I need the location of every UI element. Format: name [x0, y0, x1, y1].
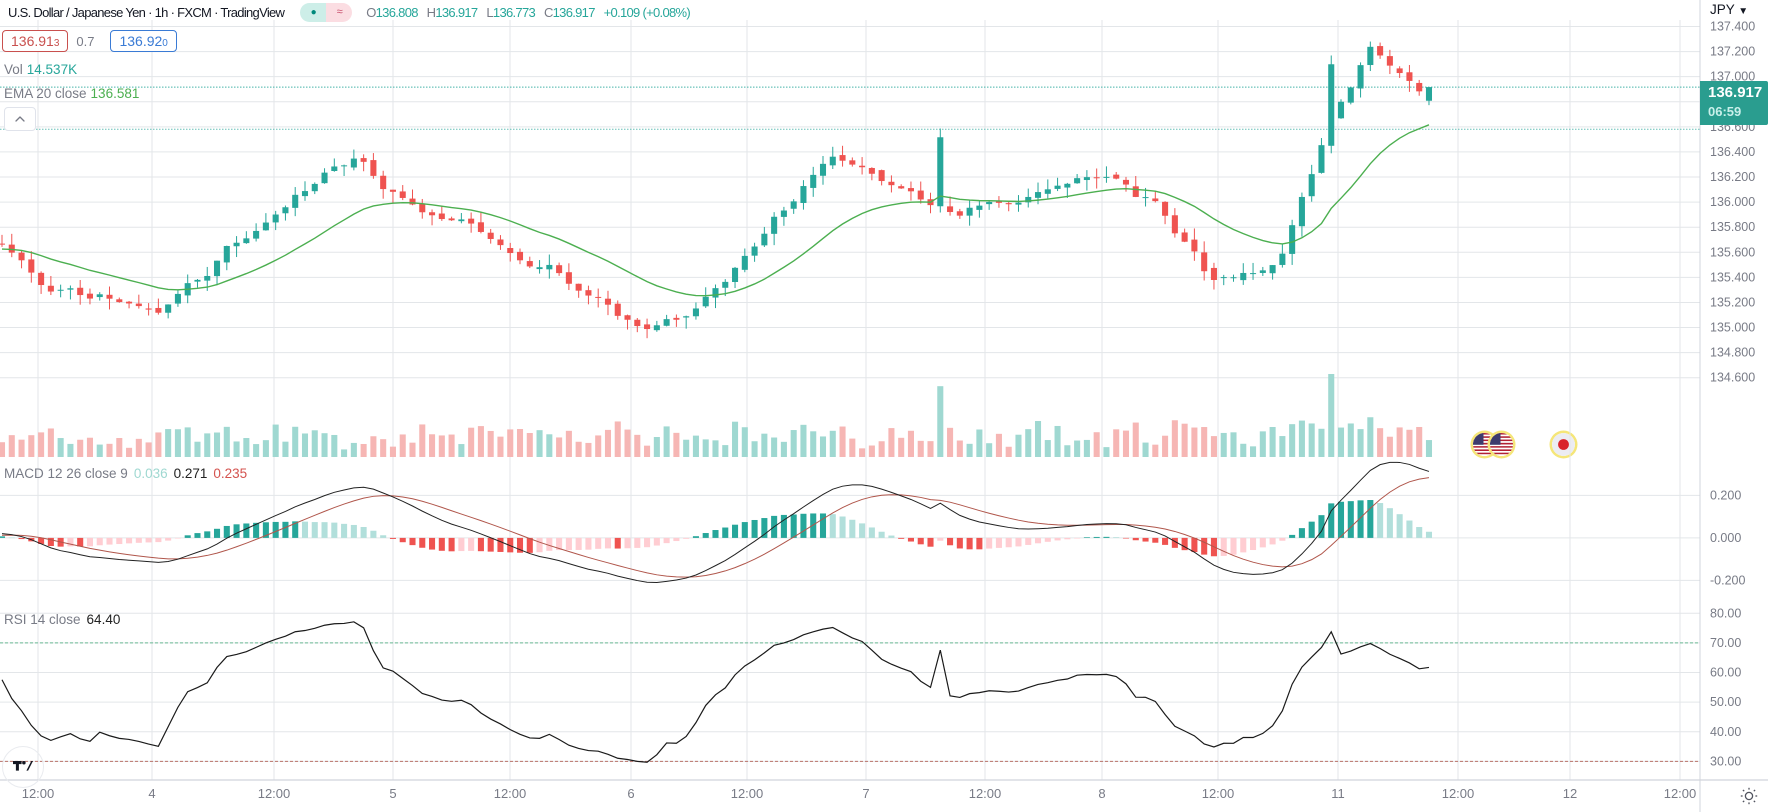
- svg-text:134.800: 134.800: [1710, 346, 1755, 360]
- svg-text:60.00: 60.00: [1710, 666, 1741, 680]
- svg-text:0.000: 0.000: [1710, 531, 1741, 545]
- svg-text:12:00: 12:00: [1202, 786, 1235, 801]
- svg-text:80.00: 80.00: [1710, 606, 1741, 620]
- svg-text:136.000: 136.000: [1710, 195, 1755, 209]
- svg-text:30.00: 30.00: [1710, 754, 1741, 768]
- svg-text:12:00: 12:00: [258, 786, 291, 801]
- svg-text:8: 8: [1098, 786, 1105, 801]
- svg-text:12: 12: [1563, 786, 1577, 801]
- svg-text:7: 7: [862, 786, 869, 801]
- svg-text:50.00: 50.00: [1710, 695, 1741, 709]
- svg-text:136.400: 136.400: [1710, 145, 1755, 159]
- svg-text:12:00: 12:00: [731, 786, 764, 801]
- svg-text:135.400: 135.400: [1710, 270, 1755, 284]
- svg-text:135.800: 135.800: [1710, 220, 1755, 234]
- svg-text:135.000: 135.000: [1710, 321, 1755, 335]
- svg-text:40.00: 40.00: [1710, 725, 1741, 739]
- svg-text:6: 6: [627, 786, 634, 801]
- svg-text:70.00: 70.00: [1710, 636, 1741, 650]
- svg-text:134.600: 134.600: [1710, 371, 1755, 385]
- svg-text:135.600: 135.600: [1710, 245, 1755, 259]
- svg-text:12:00: 12:00: [22, 786, 55, 801]
- svg-text:135.200: 135.200: [1710, 295, 1755, 309]
- svg-text:12:00: 12:00: [969, 786, 1002, 801]
- svg-text:137.200: 137.200: [1710, 45, 1755, 59]
- svg-text:136.200: 136.200: [1710, 170, 1755, 184]
- svg-text:-0.200: -0.200: [1710, 573, 1745, 587]
- svg-text:4: 4: [148, 786, 155, 801]
- svg-text:11: 11: [1331, 786, 1345, 801]
- svg-text:5: 5: [389, 786, 396, 801]
- svg-text:12:00: 12:00: [494, 786, 527, 801]
- svg-text:0.200: 0.200: [1710, 488, 1741, 502]
- svg-text:12:00: 12:00: [1664, 786, 1697, 801]
- svg-text:12:00: 12:00: [1442, 786, 1475, 801]
